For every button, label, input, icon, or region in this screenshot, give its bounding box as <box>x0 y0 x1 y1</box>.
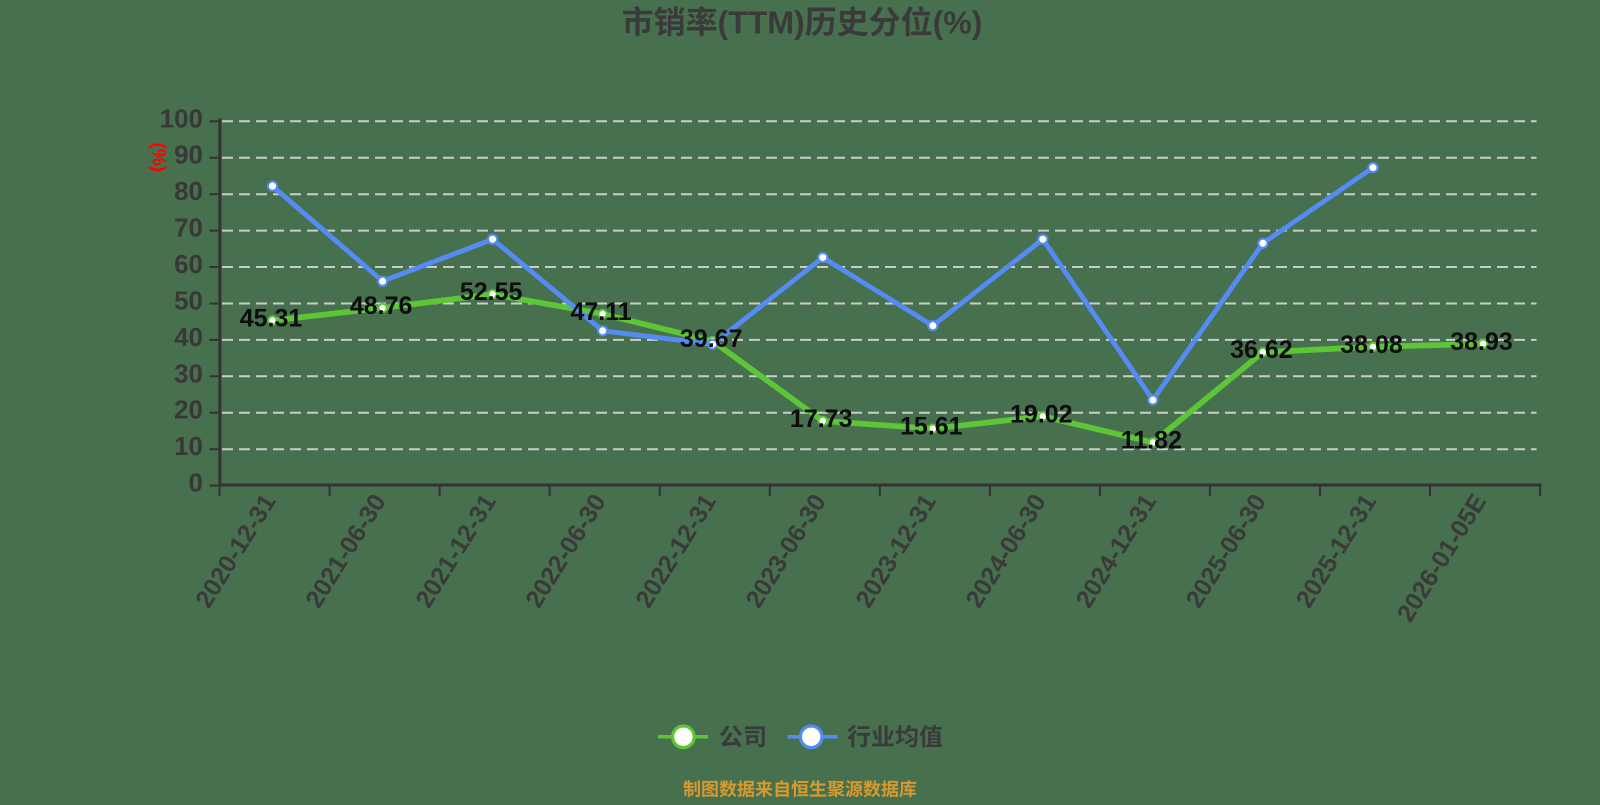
svg-text:47.11: 47.11 <box>571 298 632 326</box>
svg-text:50: 50 <box>174 286 203 316</box>
svg-text:100: 100 <box>160 103 203 133</box>
svg-text:70: 70 <box>174 213 203 243</box>
svg-text:30: 30 <box>174 358 203 388</box>
svg-text:15.61: 15.61 <box>900 413 963 441</box>
svg-text:52.55: 52.55 <box>460 278 523 306</box>
svg-text:39.67: 39.67 <box>680 325 743 353</box>
svg-text:11.82: 11.82 <box>1121 427 1182 455</box>
svg-text:19.02: 19.02 <box>1010 400 1073 428</box>
svg-text:45.31: 45.31 <box>240 305 303 333</box>
svg-text:90: 90 <box>174 140 203 170</box>
svg-text:60: 60 <box>174 249 203 279</box>
svg-text:40: 40 <box>174 322 203 352</box>
svg-text:17.73: 17.73 <box>790 405 853 433</box>
svg-text:20: 20 <box>174 395 203 425</box>
svg-text:36.62: 36.62 <box>1230 336 1293 364</box>
svg-text:80: 80 <box>174 176 203 206</box>
svg-text:38.93: 38.93 <box>1450 328 1513 356</box>
svg-text:48.76: 48.76 <box>350 292 413 320</box>
svg-text:10: 10 <box>174 431 203 461</box>
svg-text:0: 0 <box>189 468 203 498</box>
svg-text:38.08: 38.08 <box>1340 331 1403 359</box>
svg-text:(%): (%) <box>148 143 169 173</box>
